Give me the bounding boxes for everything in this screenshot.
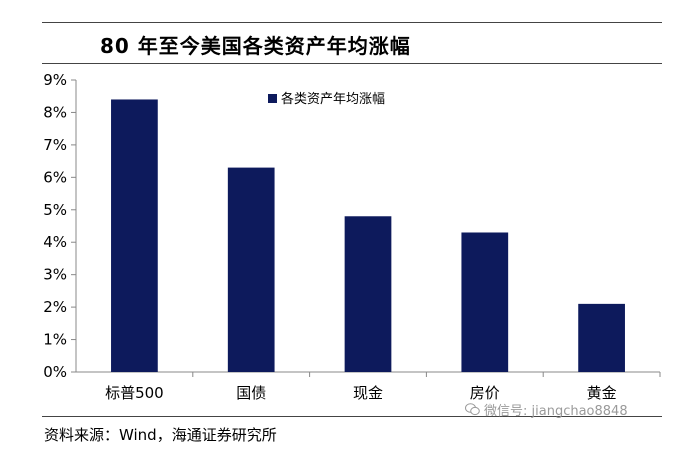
y-tick-label: 3% [43,266,67,284]
title-rule [42,63,662,64]
y-tick-label: 0% [43,363,67,381]
y-tick-label: 4% [43,233,67,251]
x-category-label: 黄金 [587,384,617,402]
x-category-label: 房价 [470,384,500,402]
y-tick-label: 9% [43,71,67,89]
bar [227,167,275,372]
watermark-text: 微信号: jiangchao8848 [484,404,628,419]
x-category-label: 现金 [353,384,383,402]
y-tick-label: 6% [43,168,67,186]
legend-label: 各类资产年均涨幅 [281,91,385,107]
y-tick-label: 7% [43,136,67,154]
x-category-label: 国债 [236,384,266,402]
footer-rule [42,416,662,417]
bar [578,303,625,372]
y-tick-label: 1% [43,331,67,349]
chart-title: 80 年至今美国各类资产年均涨幅 [100,34,411,58]
y-tick-label: 5% [43,201,67,219]
bar [461,232,509,372]
y-tick-label: 8% [43,103,67,121]
bar [111,99,158,372]
wechat-icon [465,403,480,416]
top-rule [42,22,662,23]
legend-swatch [268,94,277,103]
watermark: 微信号: jiangchao8848 [465,400,628,419]
x-category-label: 标普500 [105,384,164,402]
source-note: 资料来源：Wind，海通证券研究所 [44,426,277,444]
y-tick-label: 2% [43,298,67,316]
bar [344,216,392,372]
